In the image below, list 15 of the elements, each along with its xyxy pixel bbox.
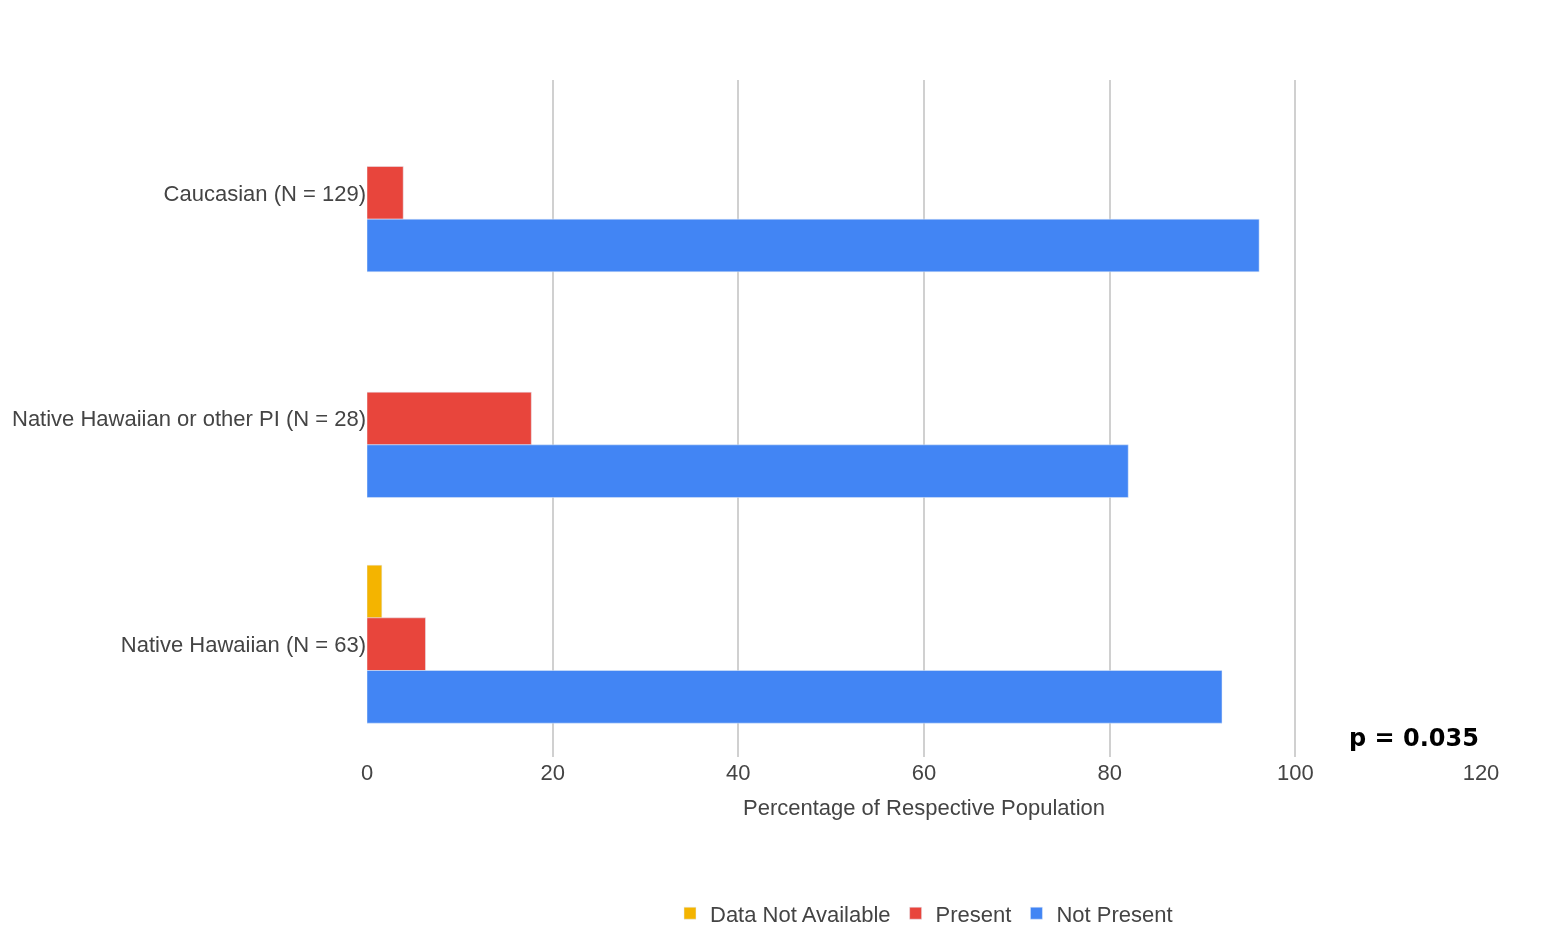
y-tick-label: Native Hawaiian or other PI (N = 28) xyxy=(12,406,366,432)
legend-label: Data Not Available xyxy=(710,901,891,927)
legend-label: Not Present xyxy=(1056,901,1173,927)
x-tick-label: 100 xyxy=(1276,760,1314,785)
x-tick-label: 0 xyxy=(360,760,374,785)
x-tick-label: 60 xyxy=(911,760,937,785)
x-tick-label: 20 xyxy=(540,760,565,785)
x-tick-label: 120 xyxy=(1462,760,1500,785)
y-tick-label: Caucasian (N = 129) xyxy=(163,180,366,206)
x-tick-label: 40 xyxy=(726,760,751,785)
legend-label: Present xyxy=(935,901,1012,927)
y-tick-label: Native Hawaiian (N = 63) xyxy=(120,631,366,657)
x-axis-title: Percentage of Respective Population xyxy=(742,794,1106,820)
x-tick-label: 80 xyxy=(1097,760,1122,785)
annotation: p = 0.035 xyxy=(1349,724,1479,752)
